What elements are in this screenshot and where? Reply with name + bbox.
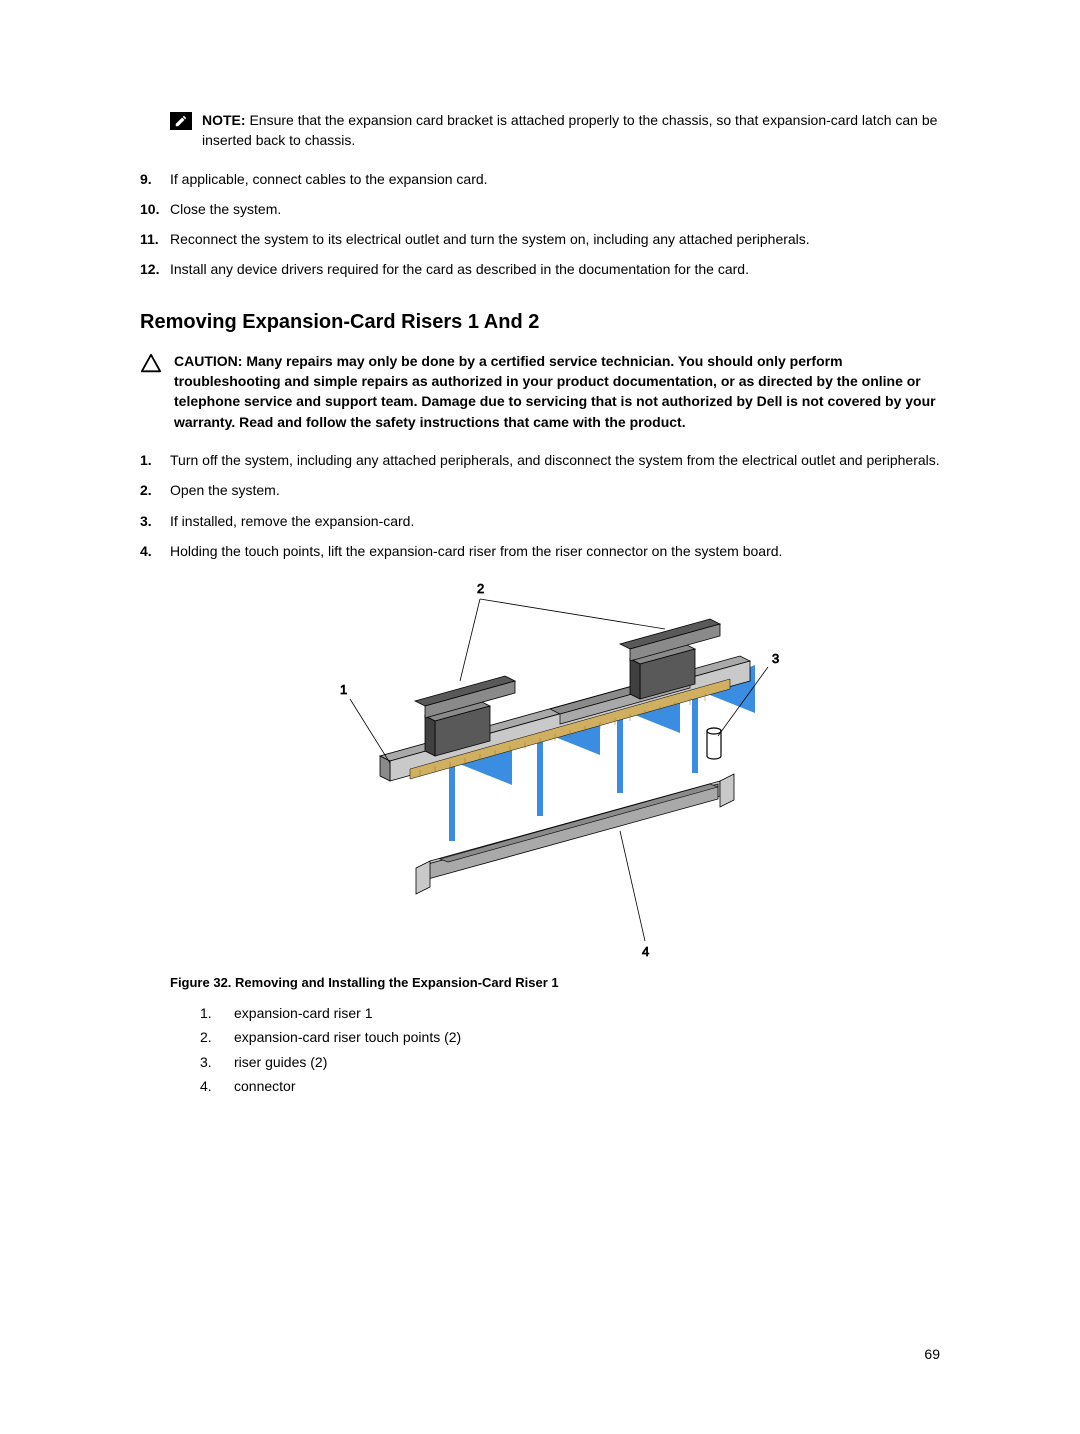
callout-1: 1 [340,682,347,697]
caution-text: CAUTION: Many repairs may only be done b… [174,351,940,432]
callout-3: 3 [772,651,779,666]
step-number: 1. [140,450,170,470]
caution-label: CAUTION: [174,353,242,369]
steps-continued: 9. If applicable, connect cables to the … [140,169,940,280]
figure-legend: 1. expansion-card riser 1 2. expansion-c… [200,1003,940,1096]
step-text: Turn off the system, including any attac… [170,450,940,470]
pencil-icon [174,114,188,128]
step-item: 3. If installed, remove the expansion-ca… [140,511,940,531]
legend-item: 2. expansion-card riser touch points (2) [200,1027,940,1047]
note-label: NOTE: [202,112,246,128]
step-text: Holding the touch points, lift the expan… [170,541,940,561]
step-text: Install any device drivers required for … [170,259,940,279]
note-body: Ensure that the expansion card bracket i… [202,112,937,148]
step-number: 2. [140,480,170,500]
step-text: If installed, remove the expansion-card. [170,511,940,531]
legend-item: 4. connector [200,1076,940,1096]
step-item: 1. Turn off the system, including any at… [140,450,940,470]
step-item: 12. Install any device drivers required … [140,259,940,279]
step-number: 11. [140,229,170,249]
step-number: 10. [140,199,170,219]
callout-2: 2 [477,581,484,596]
step-text: Open the system. [170,480,940,500]
legend-number: 3. [200,1052,234,1072]
step-item: 2. Open the system. [140,480,940,500]
legend-number: 4. [200,1076,234,1096]
step-number: 3. [140,511,170,531]
note-block: NOTE: Ensure that the expansion card bra… [170,110,940,151]
legend-text: connector [234,1076,295,1096]
page-number: 69 [924,1344,940,1364]
step-item: 9. If applicable, connect cables to the … [140,169,940,189]
callout-4: 4 [642,944,649,959]
step-number: 4. [140,541,170,561]
legend-item: 3. riser guides (2) [200,1052,940,1072]
step-item: 10. Close the system. [140,199,940,219]
note-icon [170,112,192,130]
step-text: If applicable, connect cables to the exp… [170,169,940,189]
touch-points [415,619,720,756]
riser-guides [707,728,721,759]
legend-number: 1. [200,1003,234,1023]
legend-number: 2. [200,1027,234,1047]
step-number: 12. [140,259,170,279]
legend-text: expansion-card riser 1 [234,1003,373,1023]
step-number: 9. [140,169,170,189]
step-text: Close the system. [170,199,940,219]
caution-block: CAUTION: Many repairs may only be done b… [140,351,940,432]
legend-text: expansion-card riser touch points (2) [234,1027,461,1047]
figure-illustration: 1 2 3 4 [320,581,790,966]
legend-text: riser guides (2) [234,1052,327,1072]
caution-icon [140,353,166,380]
warning-triangle-icon [140,353,162,375]
step-text: Reconnect the system to its electrical o… [170,229,940,249]
note-text: NOTE: Ensure that the expansion card bra… [202,110,940,151]
document-page: NOTE: Ensure that the expansion card bra… [0,0,1080,1434]
step-item: 11. Reconnect the system to its electric… [140,229,940,249]
legend-item: 1. expansion-card riser 1 [200,1003,940,1023]
connector [416,774,734,894]
figure-caption: Figure 32. Removing and Installing the E… [170,974,940,993]
section-heading: Removing Expansion-Card Risers 1 And 2 [140,308,940,337]
figure: 1 2 3 4 Figure 32. Removing and Installi… [170,581,940,1096]
steps-removal: 1. Turn off the system, including any at… [140,450,940,561]
step-item: 4. Holding the touch points, lift the ex… [140,541,940,561]
caution-body: Many repairs may only be done by a certi… [174,353,936,430]
